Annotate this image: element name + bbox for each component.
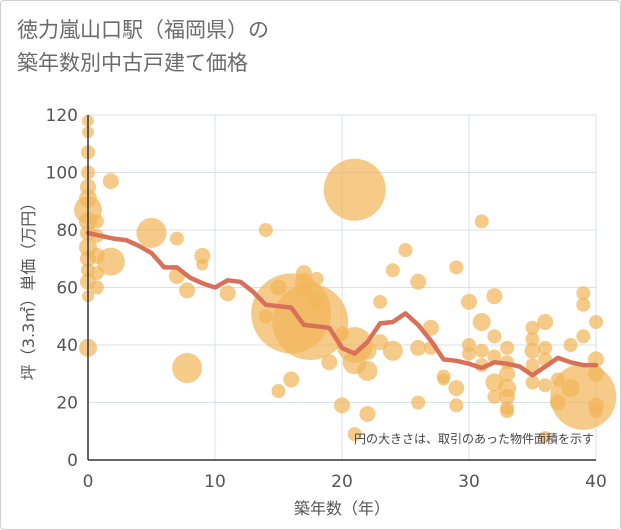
bubble-point-59 xyxy=(411,395,426,410)
bubble-point-78 xyxy=(487,389,502,404)
bubble-point-104 xyxy=(589,315,603,329)
y-tick-label-120: 120 xyxy=(46,106,78,126)
bubble-point-96 xyxy=(550,372,565,387)
y-tick-label-40: 40 xyxy=(56,336,78,356)
bubble-point-83 xyxy=(499,388,516,405)
bubble-point-76 xyxy=(487,349,502,364)
trend-line-layer xyxy=(85,230,599,378)
y-tick-label-60: 60 xyxy=(56,279,78,299)
bubble-point-89 xyxy=(525,358,540,373)
bubble-point-79 xyxy=(500,340,515,355)
bubble-point-18 xyxy=(89,266,104,281)
bubble-point-60 xyxy=(422,319,439,336)
bubble-size-note: 円の大きさは、取引のあった物件面積を示す xyxy=(354,431,594,446)
bubble-point-40 xyxy=(308,293,325,310)
bubble-point-53 xyxy=(372,334,389,351)
bubble-point-74 xyxy=(486,288,503,305)
chart-title-line1: 徳力嵐山口駅（福岡県）の xyxy=(17,18,269,42)
bubble-point-27 xyxy=(194,247,211,264)
bubble-point-92 xyxy=(538,340,553,355)
bubble-point-54 xyxy=(385,263,400,278)
bubble-point-94 xyxy=(538,378,553,393)
bubble-point-106 xyxy=(588,365,604,382)
bubble-point-38 xyxy=(295,282,312,299)
bubble-point-87 xyxy=(525,332,540,347)
bubble-point-29 xyxy=(219,285,236,302)
bubble-point-22 xyxy=(136,217,167,248)
bubble-point-23 xyxy=(169,231,184,246)
bubble-point-90 xyxy=(525,375,540,390)
bubble-point-71 xyxy=(472,313,491,331)
bubble-point-17 xyxy=(88,247,105,264)
bubble-point-48 xyxy=(347,427,362,442)
bubble-point-21 xyxy=(102,173,119,190)
bubble-point-63 xyxy=(437,373,450,386)
bubble-point-33 xyxy=(271,384,286,398)
bubble-point-102 xyxy=(576,329,591,344)
bubble-point-52 xyxy=(373,294,388,309)
bubble-point-55 xyxy=(382,340,403,361)
bubble-point-45 xyxy=(323,158,386,221)
bubble-point-91 xyxy=(537,314,554,330)
y-tick-label-80: 80 xyxy=(56,221,78,241)
bubble-point-56 xyxy=(398,243,413,258)
bubble-point-64 xyxy=(449,260,464,275)
bubble-point-95 xyxy=(539,431,552,443)
bubble-point-81 xyxy=(499,365,516,382)
bubble-point-36 xyxy=(295,265,312,282)
y-tick-label-100: 100 xyxy=(46,164,78,184)
bubble-point-19 xyxy=(89,280,104,295)
trend-line xyxy=(85,230,599,378)
x-axis-label: 築年数（年） xyxy=(294,499,390,518)
x-tick-label-30: 30 xyxy=(458,472,480,492)
bubble-point-30 xyxy=(258,223,273,237)
chart-title-line2: 築年数別中古戸建て価格 xyxy=(17,51,248,75)
bubble-point-58 xyxy=(410,339,427,356)
bubble-point-35 xyxy=(283,371,300,388)
x-tick-label-0: 0 xyxy=(83,472,94,492)
bubble-point-57 xyxy=(410,273,427,290)
bubble-point-72 xyxy=(474,343,489,358)
chart-title: 徳力嵐山口駅（福岡県）の 築年数別中古戸建て価格 xyxy=(17,14,607,80)
bubble-point-99 xyxy=(561,379,580,398)
bubble-point-31 xyxy=(258,309,273,324)
bubble-point-15 xyxy=(89,214,104,229)
tick-labels: 0 10 20 30 40 0 20 40 60 80 100 120 xyxy=(46,106,607,492)
bubble-point-25 xyxy=(179,282,196,299)
bubble-point-67 xyxy=(461,293,477,310)
bubble-point-41 xyxy=(309,271,324,286)
x-tick-label-20: 20 xyxy=(331,472,353,492)
bubble-point-101 xyxy=(576,297,591,312)
bubble-point-98 xyxy=(563,338,578,352)
bubble-point-42 xyxy=(321,354,338,371)
grid-lines xyxy=(88,114,597,460)
bubble-point-28 xyxy=(196,258,209,271)
bubble-point-32 xyxy=(270,279,287,296)
bubble-point-66 xyxy=(449,398,464,413)
bubble-point-86 xyxy=(525,320,540,335)
y-tick-label-20: 20 xyxy=(56,394,78,414)
bubble-point-26 xyxy=(172,353,203,383)
bubble-point-51 xyxy=(359,406,376,422)
bubble-point-43 xyxy=(334,397,350,414)
bubble-point-39 xyxy=(272,284,349,360)
bubble-point-97 xyxy=(549,394,566,411)
bubble-point-69 xyxy=(462,346,476,361)
bubble-layer xyxy=(74,114,617,443)
x-tick-label-10: 10 xyxy=(204,472,226,492)
bubble-point-50 xyxy=(357,360,378,381)
y-axis-label: 坪（3.3㎡）単価（万円） xyxy=(19,195,38,380)
bubble-point-75 xyxy=(487,329,502,344)
bubble-point-44 xyxy=(335,326,349,341)
bubble-point-88 xyxy=(524,342,541,359)
bubble-point-85 xyxy=(500,404,515,419)
bubble-point-65 xyxy=(448,380,465,397)
y-tick-label-0: 0 xyxy=(67,451,78,471)
bubble-point-70 xyxy=(474,214,489,229)
x-tick-label-40: 40 xyxy=(585,472,607,492)
bubble-point-108 xyxy=(589,404,603,419)
bubble-point-100 xyxy=(576,286,591,301)
axes xyxy=(87,115,596,461)
